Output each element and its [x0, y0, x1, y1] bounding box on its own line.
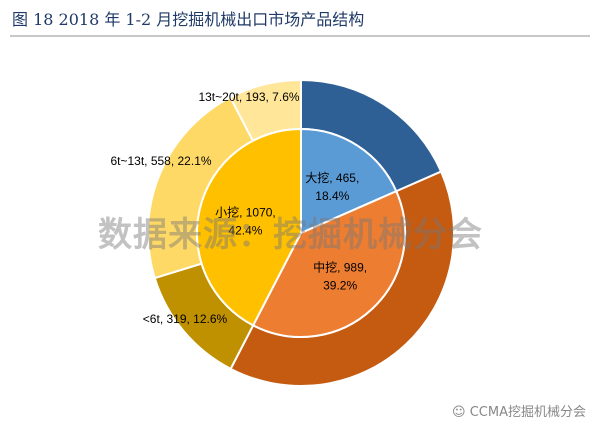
inner-label-pct: 39.2%: [323, 279, 357, 293]
inner-slice: [300, 127, 398, 235]
inner-label: 小挖, 1070,: [215, 204, 276, 219]
inner-label-pct: 18.4%: [315, 189, 349, 203]
title-divider: [10, 35, 590, 37]
wechat-icon: ☺: [452, 405, 470, 420]
credit: ☺ CCMA挖掘机械分会: [452, 401, 586, 420]
outer-label: <6t, 319, 12.6%: [143, 312, 228, 326]
credit-text: CCMA挖掘机械分会: [469, 405, 586, 420]
outer-label: 6t~13t, 558, 22.1%: [110, 154, 211, 168]
inner-slice: [251, 189, 406, 338]
inner-label-pct: 42.4%: [228, 223, 262, 237]
inner-label: 中挖, 989,: [313, 260, 367, 275]
outer-label: 13t~20t, 193, 7.6%: [198, 90, 299, 104]
inner-label: 大挖, 465,: [305, 170, 359, 185]
figure-title: 图 18 2018 年 1-2 月挖掘机械出口市场产品结构: [12, 10, 365, 29]
inner-slice: [196, 127, 302, 327]
watermark: 数据来源：挖掘机械分会: [98, 215, 483, 255]
